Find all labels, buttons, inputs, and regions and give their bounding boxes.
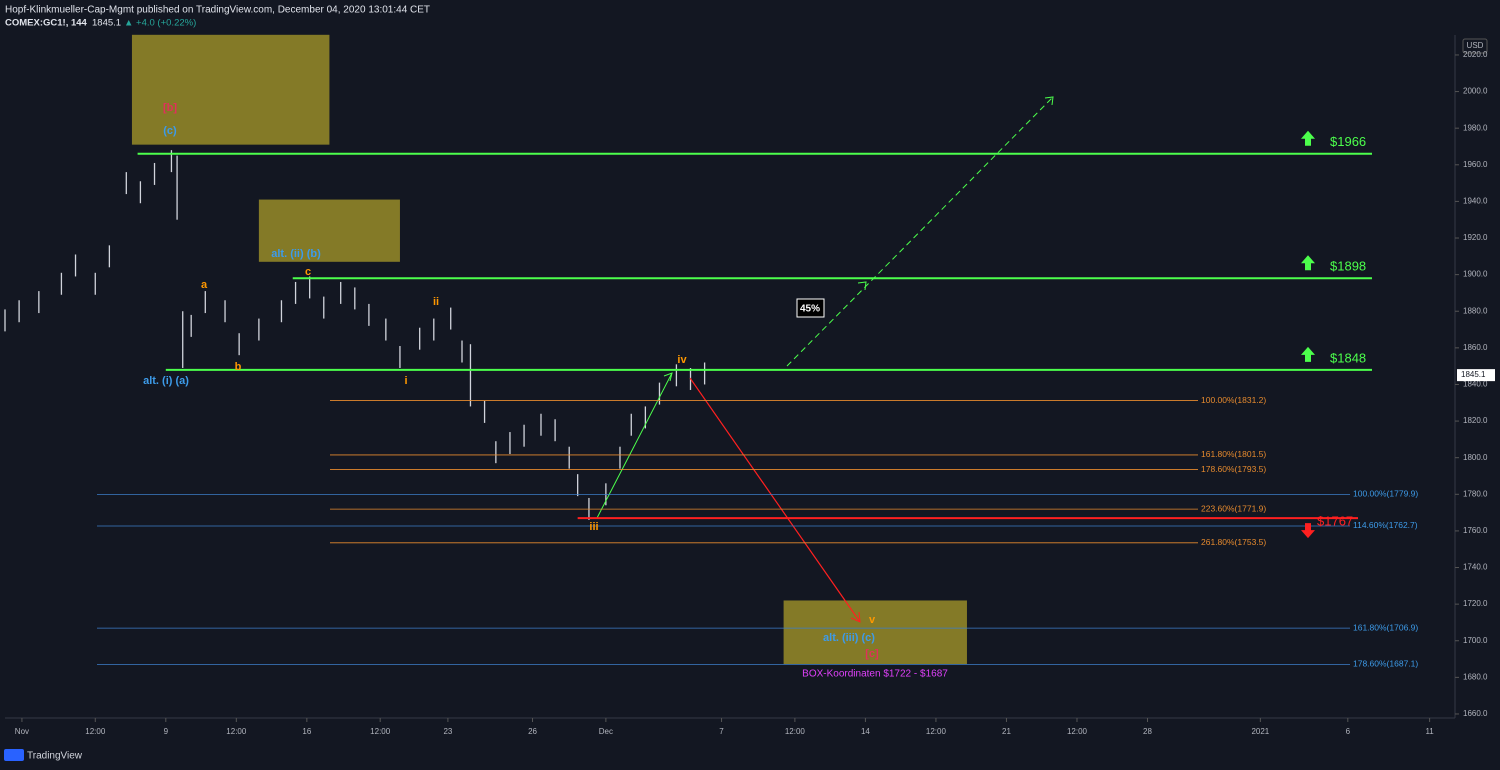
price-marker: [1457, 369, 1495, 382]
symbol: COMEX:GC1!, 144: [5, 18, 88, 29]
x-tick-label: 23: [443, 727, 452, 736]
projection-line: [689, 377, 861, 623]
wave-label: alt. (ii) (b): [271, 248, 321, 260]
fib-label: 100.00%(1831.2): [1201, 395, 1266, 405]
y-tick-label: 1980.0: [1463, 123, 1488, 132]
wave-label: iii: [589, 521, 598, 533]
target-box: [783, 600, 967, 665]
arrow-head: [850, 611, 861, 623]
y-tick-label: 2020.0: [1463, 50, 1488, 59]
y-tick-label: 1920.0: [1463, 233, 1488, 242]
wave-label: b: [235, 361, 242, 373]
y-tick-label: 1700.0: [1463, 636, 1488, 645]
y-tick-label: 1660.0: [1463, 709, 1488, 718]
x-tick-label: 9: [164, 727, 169, 736]
x-tick-label: 12:00: [85, 727, 106, 736]
wave-label: BOX-Koordinaten $1722 - $1687: [802, 669, 948, 680]
level-label: $1966: [1330, 134, 1366, 149]
y-tick-label: 1880.0: [1463, 306, 1488, 315]
level-arrow: [1301, 523, 1315, 539]
x-tick-label: 21: [1002, 727, 1011, 736]
y-tick-label: 1740.0: [1463, 563, 1488, 572]
x-tick-label: Nov: [15, 727, 29, 736]
last-price: 1845.1: [92, 18, 121, 29]
y-tick-label: 1820.0: [1463, 416, 1488, 425]
x-tick-label: 12:00: [785, 727, 806, 736]
currency: USD: [1467, 41, 1484, 50]
x-tick-label: 12:00: [926, 727, 947, 736]
level-arrow: [1301, 346, 1315, 362]
price-marker-label: 1845.1: [1461, 370, 1486, 379]
y-tick-label: 1940.0: [1463, 197, 1488, 206]
fib-label: 261.80%(1753.5): [1201, 537, 1266, 547]
wave-label: alt. (i) (a): [143, 375, 189, 387]
y-tick-label: 1680.0: [1463, 672, 1488, 681]
currency-box: [1462, 38, 1488, 54]
change: ▲ +4.0 (+0.22%): [124, 18, 196, 29]
y-tick-label: 1900.0: [1463, 270, 1488, 279]
wave-label: i: [404, 375, 407, 387]
wave-label: iv: [677, 354, 687, 366]
header-publisher: Hopf-Klinkmueller-Cap-Mgmt published on …: [5, 5, 430, 16]
level-label: $1767: [1317, 514, 1353, 529]
x-tick-label: 2021: [1251, 727, 1269, 736]
brand-logo: [4, 749, 24, 761]
arrow-head: [1044, 96, 1054, 106]
y-tick-label: 1760.0: [1463, 526, 1488, 535]
y-tick-label: 1720.0: [1463, 599, 1488, 608]
x-tick-label: 26: [528, 727, 537, 736]
arrow-head: [857, 281, 867, 291]
fib-label: 161.80%(1801.5): [1201, 449, 1266, 459]
brand: TradingView: [27, 751, 83, 762]
level-arrow: [1301, 255, 1315, 271]
x-tick-label: 11: [1425, 727, 1434, 736]
fib-label: 178.60%(1687.1): [1353, 659, 1418, 669]
impulse-line: [596, 372, 673, 519]
alt-projection: [786, 96, 1054, 367]
target-box: [258, 199, 400, 262]
level-arrow: [1301, 130, 1315, 146]
y-tick-label: 1840.0: [1463, 380, 1488, 389]
arrow-head: [663, 372, 673, 382]
y-tick-label: 1960.0: [1463, 160, 1488, 169]
fib-label: 161.80%(1706.9): [1353, 622, 1418, 632]
level-label: $1848: [1330, 350, 1366, 365]
wave-label: [b]: [163, 102, 177, 114]
badge-box: [796, 298, 825, 318]
badge: 45%: [800, 304, 820, 315]
x-tick-label: 16: [302, 727, 311, 736]
fib-label: 223.60%(1771.9): [1201, 503, 1266, 513]
wave-label: alt. (iii) (c): [823, 632, 875, 644]
wave-label: [c]: [865, 648, 879, 660]
y-tick-label: 2000.0: [1463, 87, 1488, 96]
wave-label: (c): [163, 125, 177, 137]
fib-label: 100.00%(1779.9): [1353, 489, 1418, 499]
target-box: [131, 34, 330, 145]
fib-label: 178.60%(1793.5): [1201, 464, 1266, 474]
level-label: $1898: [1330, 259, 1366, 274]
wave-label: ii: [433, 296, 439, 308]
x-tick-label: 14: [861, 727, 870, 736]
wave-label: a: [201, 279, 208, 291]
x-tick-label: 12:00: [226, 727, 247, 736]
x-tick-label: 28: [1143, 727, 1152, 736]
x-tick-label: 6: [1346, 727, 1351, 736]
x-tick-label: 12:00: [370, 727, 391, 736]
x-tick-label: 12:00: [1067, 727, 1088, 736]
fib-label: 114.60%(1762.7): [1353, 520, 1418, 530]
x-tick-label: 7: [719, 727, 724, 736]
wave-label: v: [869, 614, 876, 626]
x-tick-label: Dec: [599, 727, 613, 736]
wave-label: c: [305, 266, 311, 278]
y-tick-label: 1780.0: [1463, 489, 1488, 498]
y-tick-label: 1800.0: [1463, 453, 1488, 462]
y-tick-label: 1860.0: [1463, 343, 1488, 352]
